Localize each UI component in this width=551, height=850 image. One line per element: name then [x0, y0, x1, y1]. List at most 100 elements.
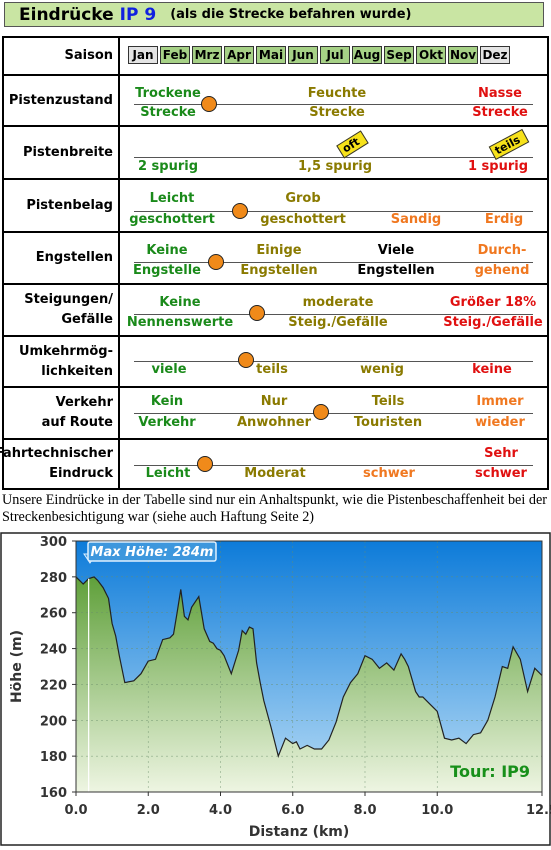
verkehr-label-2: auf Route: [41, 415, 113, 430]
rating-marker: [208, 254, 224, 270]
vk-b2: Anwohner: [237, 415, 311, 430]
ft-d1: Sehr: [484, 446, 518, 461]
tag-oft-arrow: oft: [336, 130, 369, 159]
st-a1: Keine: [159, 295, 201, 310]
x-tick-label: 12.9: [526, 803, 551, 818]
x-tick-label: 6.0: [281, 803, 304, 818]
y-tick-label: 240: [40, 643, 67, 658]
uk-b: teils: [256, 362, 288, 377]
month-list: Jan Feb Mrz Apr Mai Jun Jul Aug Sep Okt Nov Dez: [128, 46, 510, 64]
vk-d1: Immer: [476, 394, 524, 409]
row-fahrtechnik: Fahrtechnischer Eindruck Leicht Moderat s…: [0, 438, 547, 488]
ft-c: schwer: [363, 466, 415, 481]
y-axis-label: Höhe (m): [9, 630, 25, 703]
row-pistenzustand: Pistenzustand Trockene Strecke Feuchte S…: [4, 74, 547, 125]
pistenbelag-label: Pistenbelag: [4, 180, 120, 231]
scale-line: [134, 314, 533, 315]
steigungen-label-2: Gefälle: [61, 312, 113, 327]
vk-d2: wieder: [475, 415, 525, 430]
row-verkehr: Verkehr auf Route Kein Verkehr Nur Anwohn…: [4, 386, 547, 438]
steigungen-label: Steigungen/Gefälle: [4, 285, 120, 335]
pz-c2: Strecke: [472, 105, 528, 120]
saison-label: Saison: [4, 38, 120, 74]
st-b2: Steig./Gefälle: [288, 315, 388, 330]
pbl-a1: Leicht: [149, 191, 195, 206]
rating-marker: [313, 404, 329, 420]
x-tick-label: 4.0: [209, 803, 232, 818]
title-text: Eindrücke: [19, 4, 114, 25]
pb-a: 2 spurig: [137, 159, 199, 174]
month-jul: Jul: [320, 46, 350, 64]
fahrtechnik-label-1: Fahrtechnischer: [0, 446, 113, 461]
st-c1: Größer 18%: [449, 295, 537, 310]
vk-b1: Nur: [260, 394, 288, 409]
month-aug: Aug: [352, 46, 382, 64]
pz-a2: Strecke: [140, 105, 196, 120]
row-pistenbreite: Pistenbreite 2 spurig 1,5 spurig 1 spuri…: [4, 125, 547, 178]
vk-c1: Teils: [371, 394, 405, 409]
row-saison: Saison Jan Feb Mrz Apr Mai Jun Jul Aug Sep Okt Nov…: [4, 38, 547, 74]
x-tick-label: 8.0: [353, 803, 376, 818]
ft-d2: schwer: [475, 466, 527, 481]
tour-label: Tour: IP9: [450, 762, 530, 781]
month-mrz: Mrz: [192, 46, 222, 64]
uk-c: wenig: [360, 362, 404, 377]
scale-line: [134, 104, 533, 105]
pz-b2: Strecke: [309, 105, 365, 120]
elevation-chart-svg: 160 180 200 220 240 260 280 300 0.0 2.0 4.0 6.0 8.0 1…: [0, 532, 551, 846]
eng-d1: Durch-: [477, 243, 527, 258]
pistenbreite-label: Pistenbreite: [4, 127, 120, 178]
row-umkehr: Umkehrmög-lichkeiten viele teils wenig k…: [4, 335, 547, 386]
rating-marker: [201, 96, 217, 112]
eng-a2: Engstelle: [133, 263, 201, 278]
elevation-chart: 160 180 200 220 240 260 280 300 0.0 2.0 4.0 6.0 8.0 1…: [0, 532, 551, 846]
eng-b1: Einige: [256, 243, 302, 258]
month-feb: Feb: [160, 46, 190, 64]
engstellen-label: Engstellen: [4, 233, 120, 283]
rating-marker: [232, 203, 248, 219]
annotation-text: Max Höhe: 284m: [91, 545, 214, 560]
fahrtechnik-label: Fahrtechnischer Eindruck: [0, 440, 120, 488]
steigungen-label-1: Steigungen/: [24, 292, 113, 307]
pbl-a2: geschottert: [129, 212, 215, 227]
st-c2: Steig./Gefälle: [443, 315, 543, 330]
pbl-c: Sandig: [390, 212, 442, 227]
pb-b: 1,5 spurig: [297, 159, 373, 174]
y-tick-label: 180: [40, 750, 67, 765]
month-okt: Okt: [416, 46, 446, 64]
elevation-line: [75, 576, 543, 759]
month-apr: Apr: [224, 46, 254, 64]
ft-b: Moderat: [244, 466, 306, 481]
eng-a1: Keine: [146, 243, 188, 258]
row-steigungen: Steigungen/Gefälle Keine Nennenswerte mo…: [4, 283, 547, 335]
tag-teils-arrow: teils: [488, 129, 530, 160]
scale-line: [134, 465, 533, 466]
elevation-area: [76, 576, 542, 792]
scale-line: [134, 361, 533, 362]
verkehr-label-1: Verkehr: [55, 395, 113, 410]
vk-a2: Verkehr: [138, 415, 196, 430]
eng-c2: Engstellen: [357, 263, 435, 278]
row-pistenbelag: Pistenbelag Leicht geschottert Grob gesc…: [4, 178, 547, 231]
ft-a: Leicht: [145, 466, 191, 481]
row-engstellen: Engstellen Keine Engstelle Einige Engste…: [4, 231, 547, 283]
umkehr-label: Umkehrmög-lichkeiten: [4, 337, 120, 386]
annotation-box: [87, 541, 217, 562]
y-tick-label: 160: [40, 786, 67, 801]
pb-c: 1 spurig: [467, 159, 529, 174]
eng-c1: Viele: [377, 243, 415, 258]
vk-c2: Touristen: [353, 415, 423, 430]
impressions-table: Saison Jan Feb Mrz Apr Mai Jun Jul Aug Sep Okt Nov…: [0, 36, 549, 490]
uk-a: viele: [151, 362, 187, 377]
umkehr-label-2: lichkeiten: [41, 363, 113, 379]
y-tick-label: 260: [40, 607, 67, 622]
rating-marker: [249, 305, 265, 321]
x-tick-label: 0.0: [64, 803, 87, 818]
rating-marker: [238, 352, 254, 368]
title-bar: Eindrücke IP 9 (als die Strecke befahren…: [4, 2, 544, 27]
month-sep: Sep: [384, 46, 414, 64]
pistenzustand-label: Pistenzustand: [4, 76, 120, 125]
y-tick-label: 200: [40, 714, 67, 729]
scale-line: [134, 413, 533, 414]
month-dez: Dez: [480, 46, 510, 64]
